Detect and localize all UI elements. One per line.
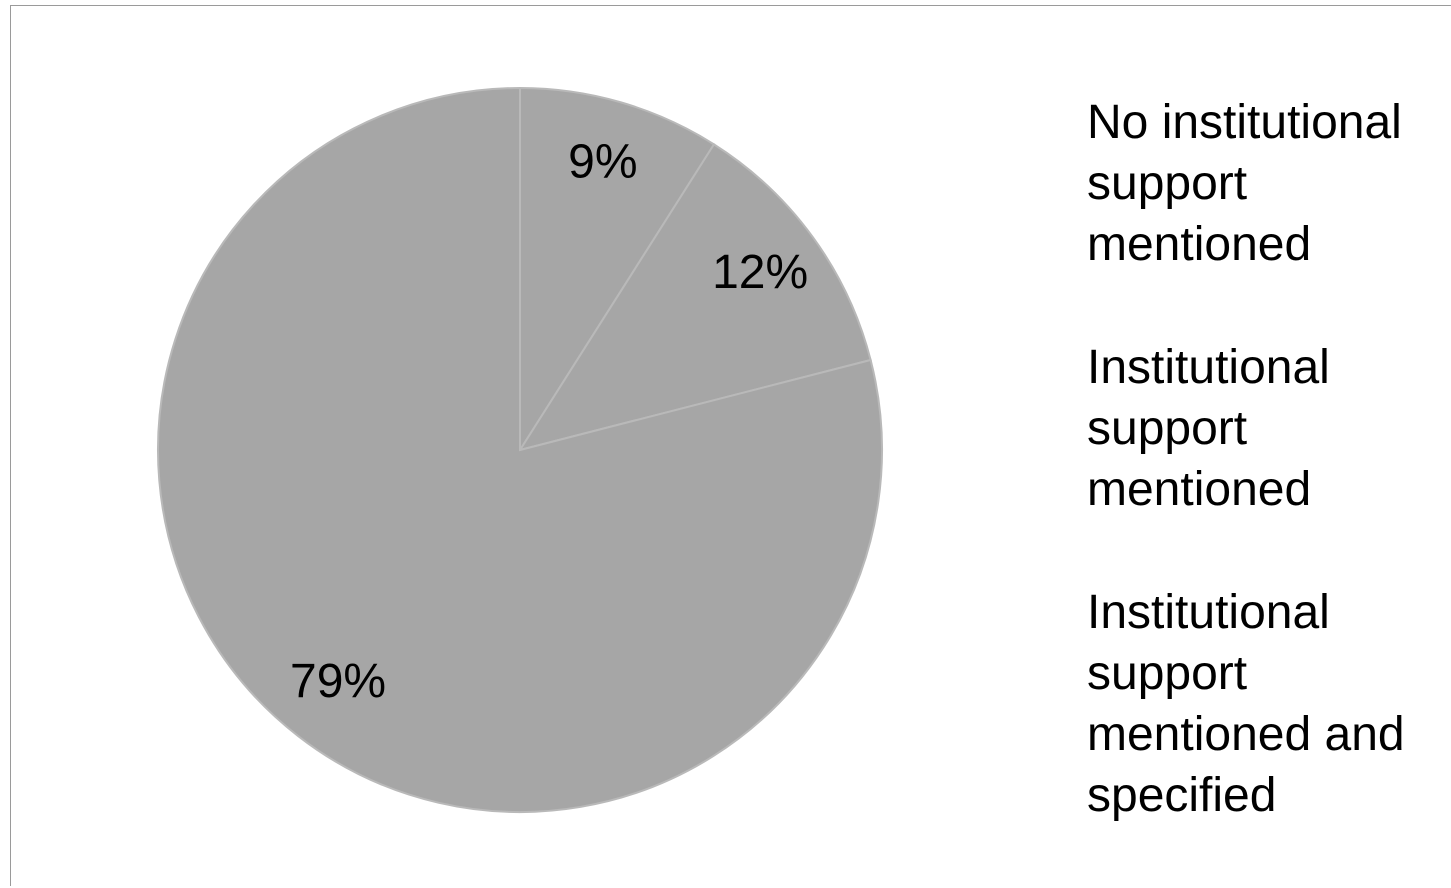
data-label: 12% bbox=[712, 246, 808, 299]
pie-slice bbox=[157, 86, 883, 813]
legend-entry: No institutional support mentioned bbox=[1087, 96, 1402, 271]
legend: No institutional support mentioned Instit… bbox=[1087, 92, 1449, 888]
chart-frame bbox=[10, 5, 1451, 886]
data-label: 9% bbox=[568, 136, 637, 189]
pie-slice bbox=[517, 142, 872, 452]
legend-entry: Institutional support mentioned and spec… bbox=[1087, 586, 1405, 822]
legend-entry: Institutional support mentioned bbox=[1087, 341, 1330, 516]
pie-slice bbox=[519, 86, 716, 454]
data-label: 79% bbox=[290, 655, 386, 708]
